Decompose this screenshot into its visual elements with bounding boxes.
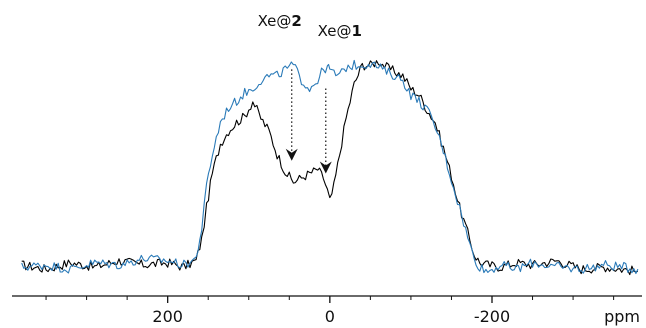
annotation-label-number: 1 [351,22,361,40]
annotation-label: Xe@1 [318,22,362,40]
x-tick-label: 200 [152,307,183,326]
x-tick-label: 0 [325,307,335,326]
annotation-label-prefix: Xe@ [258,12,292,30]
arrowhead-icon [319,161,332,174]
spectrum-trace-blue [21,59,639,275]
annotation-label: Xe@2 [258,12,302,30]
annotation-label-number: 2 [291,12,301,30]
series-layer [21,59,639,276]
x-axis-label: ppm [604,307,640,326]
arrowhead-icon [285,148,298,161]
minor-ticks [45,296,615,300]
x-tick-label: -200 [474,307,510,326]
annotation-label-prefix: Xe@ [318,22,352,40]
annotation-layer: Xe@2Xe@1 [258,12,362,174]
spectrum-trace-black [21,60,639,276]
major-ticks: 200 0 -200 [152,296,510,326]
